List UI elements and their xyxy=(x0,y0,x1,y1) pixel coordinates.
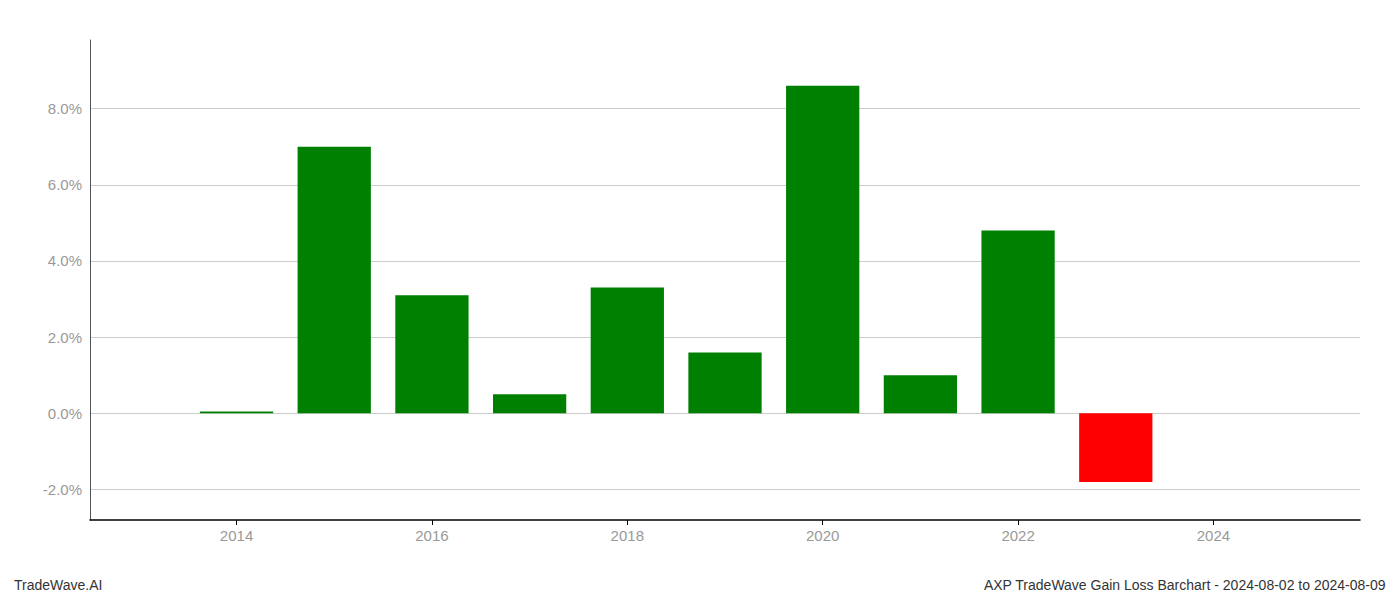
svg-text:6.0%: 6.0% xyxy=(48,176,82,193)
svg-text:TradeWave.AI: TradeWave.AI xyxy=(14,577,102,593)
svg-text:2016: 2016 xyxy=(415,527,448,544)
svg-text:AXP TradeWave Gain Loss Barcha: AXP TradeWave Gain Loss Barchart - 2024-… xyxy=(984,577,1386,593)
svg-text:8.0%: 8.0% xyxy=(48,100,82,117)
svg-text:2020: 2020 xyxy=(806,527,839,544)
svg-text:4.0%: 4.0% xyxy=(48,252,82,269)
svg-text:2022: 2022 xyxy=(1001,527,1034,544)
svg-text:2018: 2018 xyxy=(611,527,644,544)
svg-text:2.0%: 2.0% xyxy=(48,329,82,346)
svg-text:0.0%: 0.0% xyxy=(48,405,82,422)
svg-text:2024: 2024 xyxy=(1197,527,1230,544)
svg-text:2014: 2014 xyxy=(220,527,253,544)
svg-text:-2.0%: -2.0% xyxy=(43,481,82,498)
